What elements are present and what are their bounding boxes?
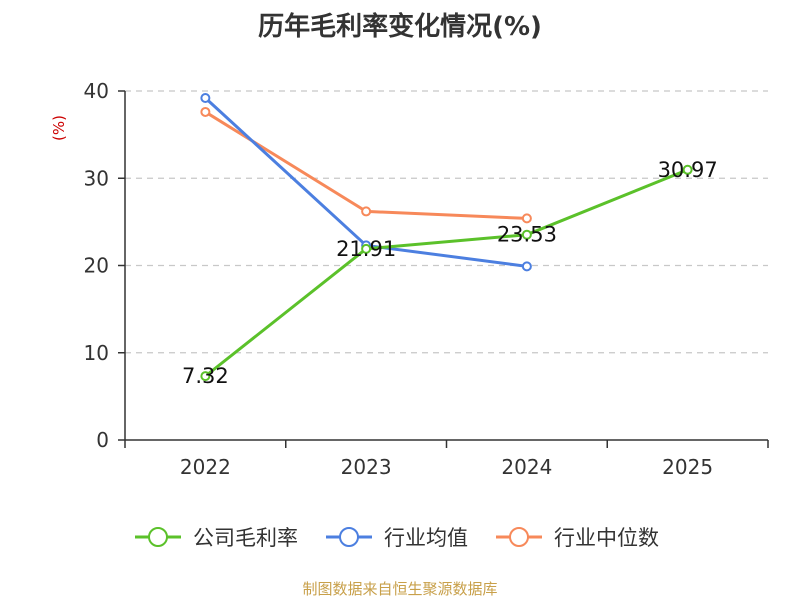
- data-label: 23.53: [497, 223, 557, 247]
- data-point: [200, 371, 211, 382]
- y-tick-label: 30: [84, 166, 109, 190]
- data-point: [200, 106, 211, 117]
- data-label: 7.32: [182, 364, 229, 388]
- legend: 公司毛利率 行业均值 行业中位数: [135, 526, 659, 550]
- legend-marker-icon: [148, 527, 168, 547]
- data-point: [361, 243, 372, 254]
- legend-marker-icon: [339, 527, 359, 547]
- y-tick-label: 20: [84, 254, 109, 278]
- legend-label: 行业均值: [384, 526, 468, 550]
- legend-item: 公司毛利率: [135, 526, 298, 550]
- x-tick-label: 2024: [501, 455, 552, 479]
- series-lines: [200, 92, 693, 382]
- series-line: [204, 110, 527, 220]
- y-tick-label: 0: [96, 428, 109, 452]
- chart-title: 历年毛利率变化情况(%): [258, 12, 542, 42]
- legend-item: 行业中位数: [496, 526, 659, 550]
- x-tick-label: 2023: [341, 455, 392, 479]
- y-axis-unit-label: (%): [50, 115, 68, 141]
- series-line: [204, 168, 689, 378]
- y-tick-label: 10: [84, 341, 109, 365]
- legend-marker-icon: [509, 527, 529, 547]
- data-point: [200, 92, 211, 103]
- data-label: 21.91: [336, 237, 396, 261]
- y-tick-label: 40: [84, 79, 109, 103]
- x-tick-label: 2025: [662, 455, 713, 479]
- axes: 0 10 20 30 40 2022 2023 2024 2025: [84, 79, 769, 479]
- data-point: [682, 164, 693, 175]
- legend-item: 行业均值: [326, 526, 468, 550]
- data-point: [361, 206, 372, 217]
- legend-label: 行业中位数: [554, 526, 659, 550]
- data-label: 30.97: [658, 158, 718, 182]
- data-point: [521, 213, 532, 224]
- data-point: [521, 229, 532, 240]
- grid-lines: [125, 90, 768, 354]
- legend-label: 公司毛利率: [193, 526, 298, 550]
- data-point: [521, 261, 532, 272]
- source-note: 制图数据来自恒生聚源数据库: [302, 580, 498, 598]
- data-labels: 7.32 21.91 23.53 30.97: [182, 158, 718, 388]
- x-tick-label: 2022: [180, 455, 231, 479]
